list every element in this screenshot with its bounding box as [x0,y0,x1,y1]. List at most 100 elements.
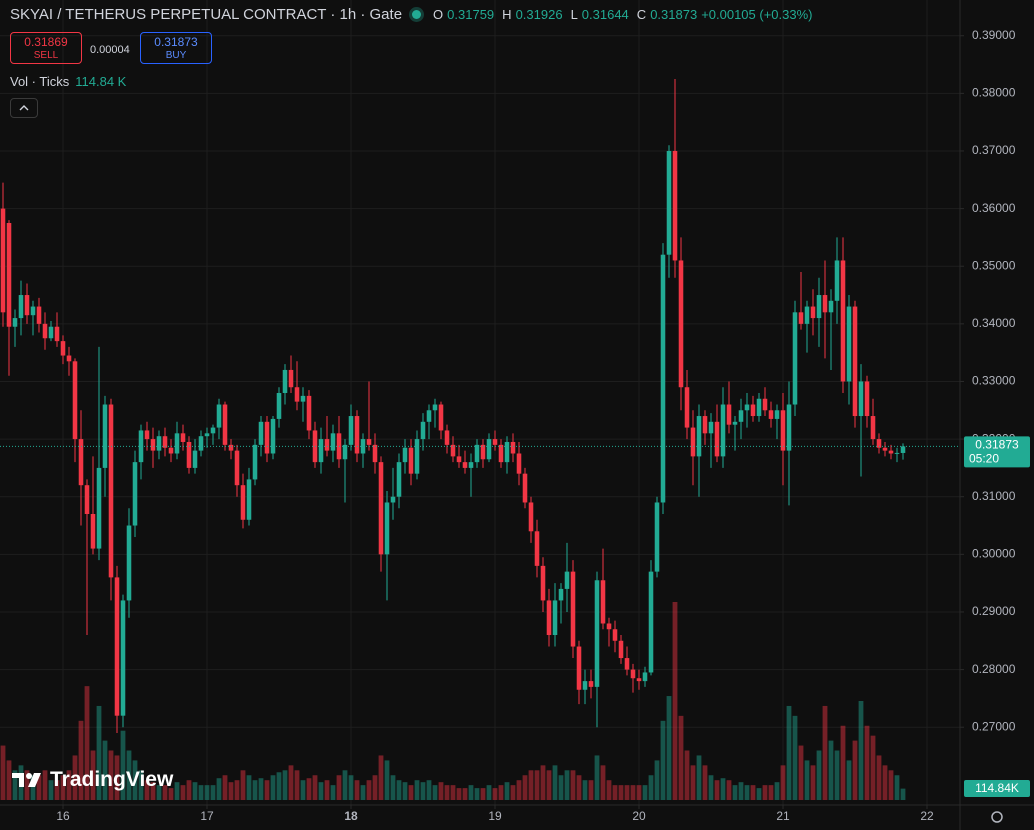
volume-bar [132,760,138,800]
candle-body [720,404,726,457]
volume-bar [750,785,756,800]
volume-bar [0,745,6,800]
volume-bar [498,785,504,800]
price-label: 0.31873 [975,438,1019,452]
candle-body [78,439,84,486]
candle-body [858,381,864,417]
sell-price: 0.31869 [24,35,68,49]
y-tick-label: 0.35000 [972,258,1016,272]
x-tick-label: 18 [344,809,358,823]
volume-label-box [964,780,1030,797]
volume-bar [264,780,270,800]
candle-body [120,600,126,716]
candle-body [780,410,786,451]
candle-body [216,404,222,428]
candle-body [210,427,216,434]
volume-bar [864,725,870,800]
candle-body [636,678,642,682]
candle-body [870,416,876,440]
sell-button[interactable]: 0.31869 SELL [10,32,82,64]
candle-body [168,447,174,454]
candle-body [48,326,54,339]
candle-body [222,404,228,445]
volume-bar [486,785,492,800]
buy-button[interactable]: 0.31873 BUY [140,32,212,64]
volume-bar [72,755,78,800]
volume-bar [42,770,48,800]
volume-bar [738,782,744,800]
collapse-button[interactable] [10,98,38,118]
volume-bar [786,705,792,800]
settings-icon[interactable] [991,811,1003,823]
candle-body [252,444,258,480]
volume-bar [594,755,600,800]
candle-body [36,306,42,324]
candle-body [348,416,354,445]
candle-body [102,404,108,468]
volume-bar [612,785,618,800]
candle-body [186,441,192,468]
candle-body [264,421,270,454]
candle-body [684,387,690,428]
volume-bar [756,788,762,800]
volume-bar [324,780,330,800]
volume-bar [852,740,858,800]
volume-bar [450,785,456,800]
candle-body [828,300,834,313]
volume-bar [426,780,432,800]
candle-body [408,447,414,474]
volume-bar [66,770,72,800]
candle-body [762,398,768,411]
x-tick-label: 20 [632,809,646,823]
volume-bar [300,780,306,800]
volume-bar [312,775,318,800]
y-tick-label: 0.34000 [972,316,1016,330]
candle-body [282,369,288,393]
candle-body [24,295,30,316]
x-tick-label: 17 [200,809,214,823]
candle-body [270,418,276,454]
candle-body [522,473,528,503]
y-tick-label: 0.37000 [972,143,1016,157]
volume-bar [804,760,810,800]
candle-body [192,450,198,468]
volume-bar [96,705,102,800]
candle-body [150,439,156,451]
volume-title: Vol · Ticks [10,74,70,89]
candle-body [372,444,378,463]
candle-body [162,436,168,448]
candle-body [276,392,282,419]
volume-bar [120,730,126,800]
y-tick-label: 0.38000 [972,86,1016,100]
volume-bar [708,775,714,800]
candle-body [258,421,264,445]
volume-bar [246,775,252,800]
volume-bar [690,765,696,800]
volume-bar [828,740,834,800]
volume-bar [36,775,42,800]
candle-body [900,446,906,453]
volume-bar [180,785,186,800]
volume-bar [522,775,528,800]
volume-bar [60,775,66,800]
volume-bar [294,770,300,800]
candle-body [126,525,132,601]
volume-bar [528,770,534,800]
candle-body [498,444,504,463]
candle-body [468,462,474,468]
candle-body [6,223,12,327]
candle-body [588,681,594,687]
candle-body [732,421,738,425]
volume-bar [192,782,198,800]
candle-body [564,571,570,589]
volume-bar [258,778,264,800]
countdown: 05:20 [969,452,999,466]
volume-bar [654,760,660,800]
candle-body [696,416,702,457]
volume-bar [618,785,624,800]
volume-bar [678,715,684,800]
candle-body [852,306,858,417]
candle-body [516,453,522,474]
